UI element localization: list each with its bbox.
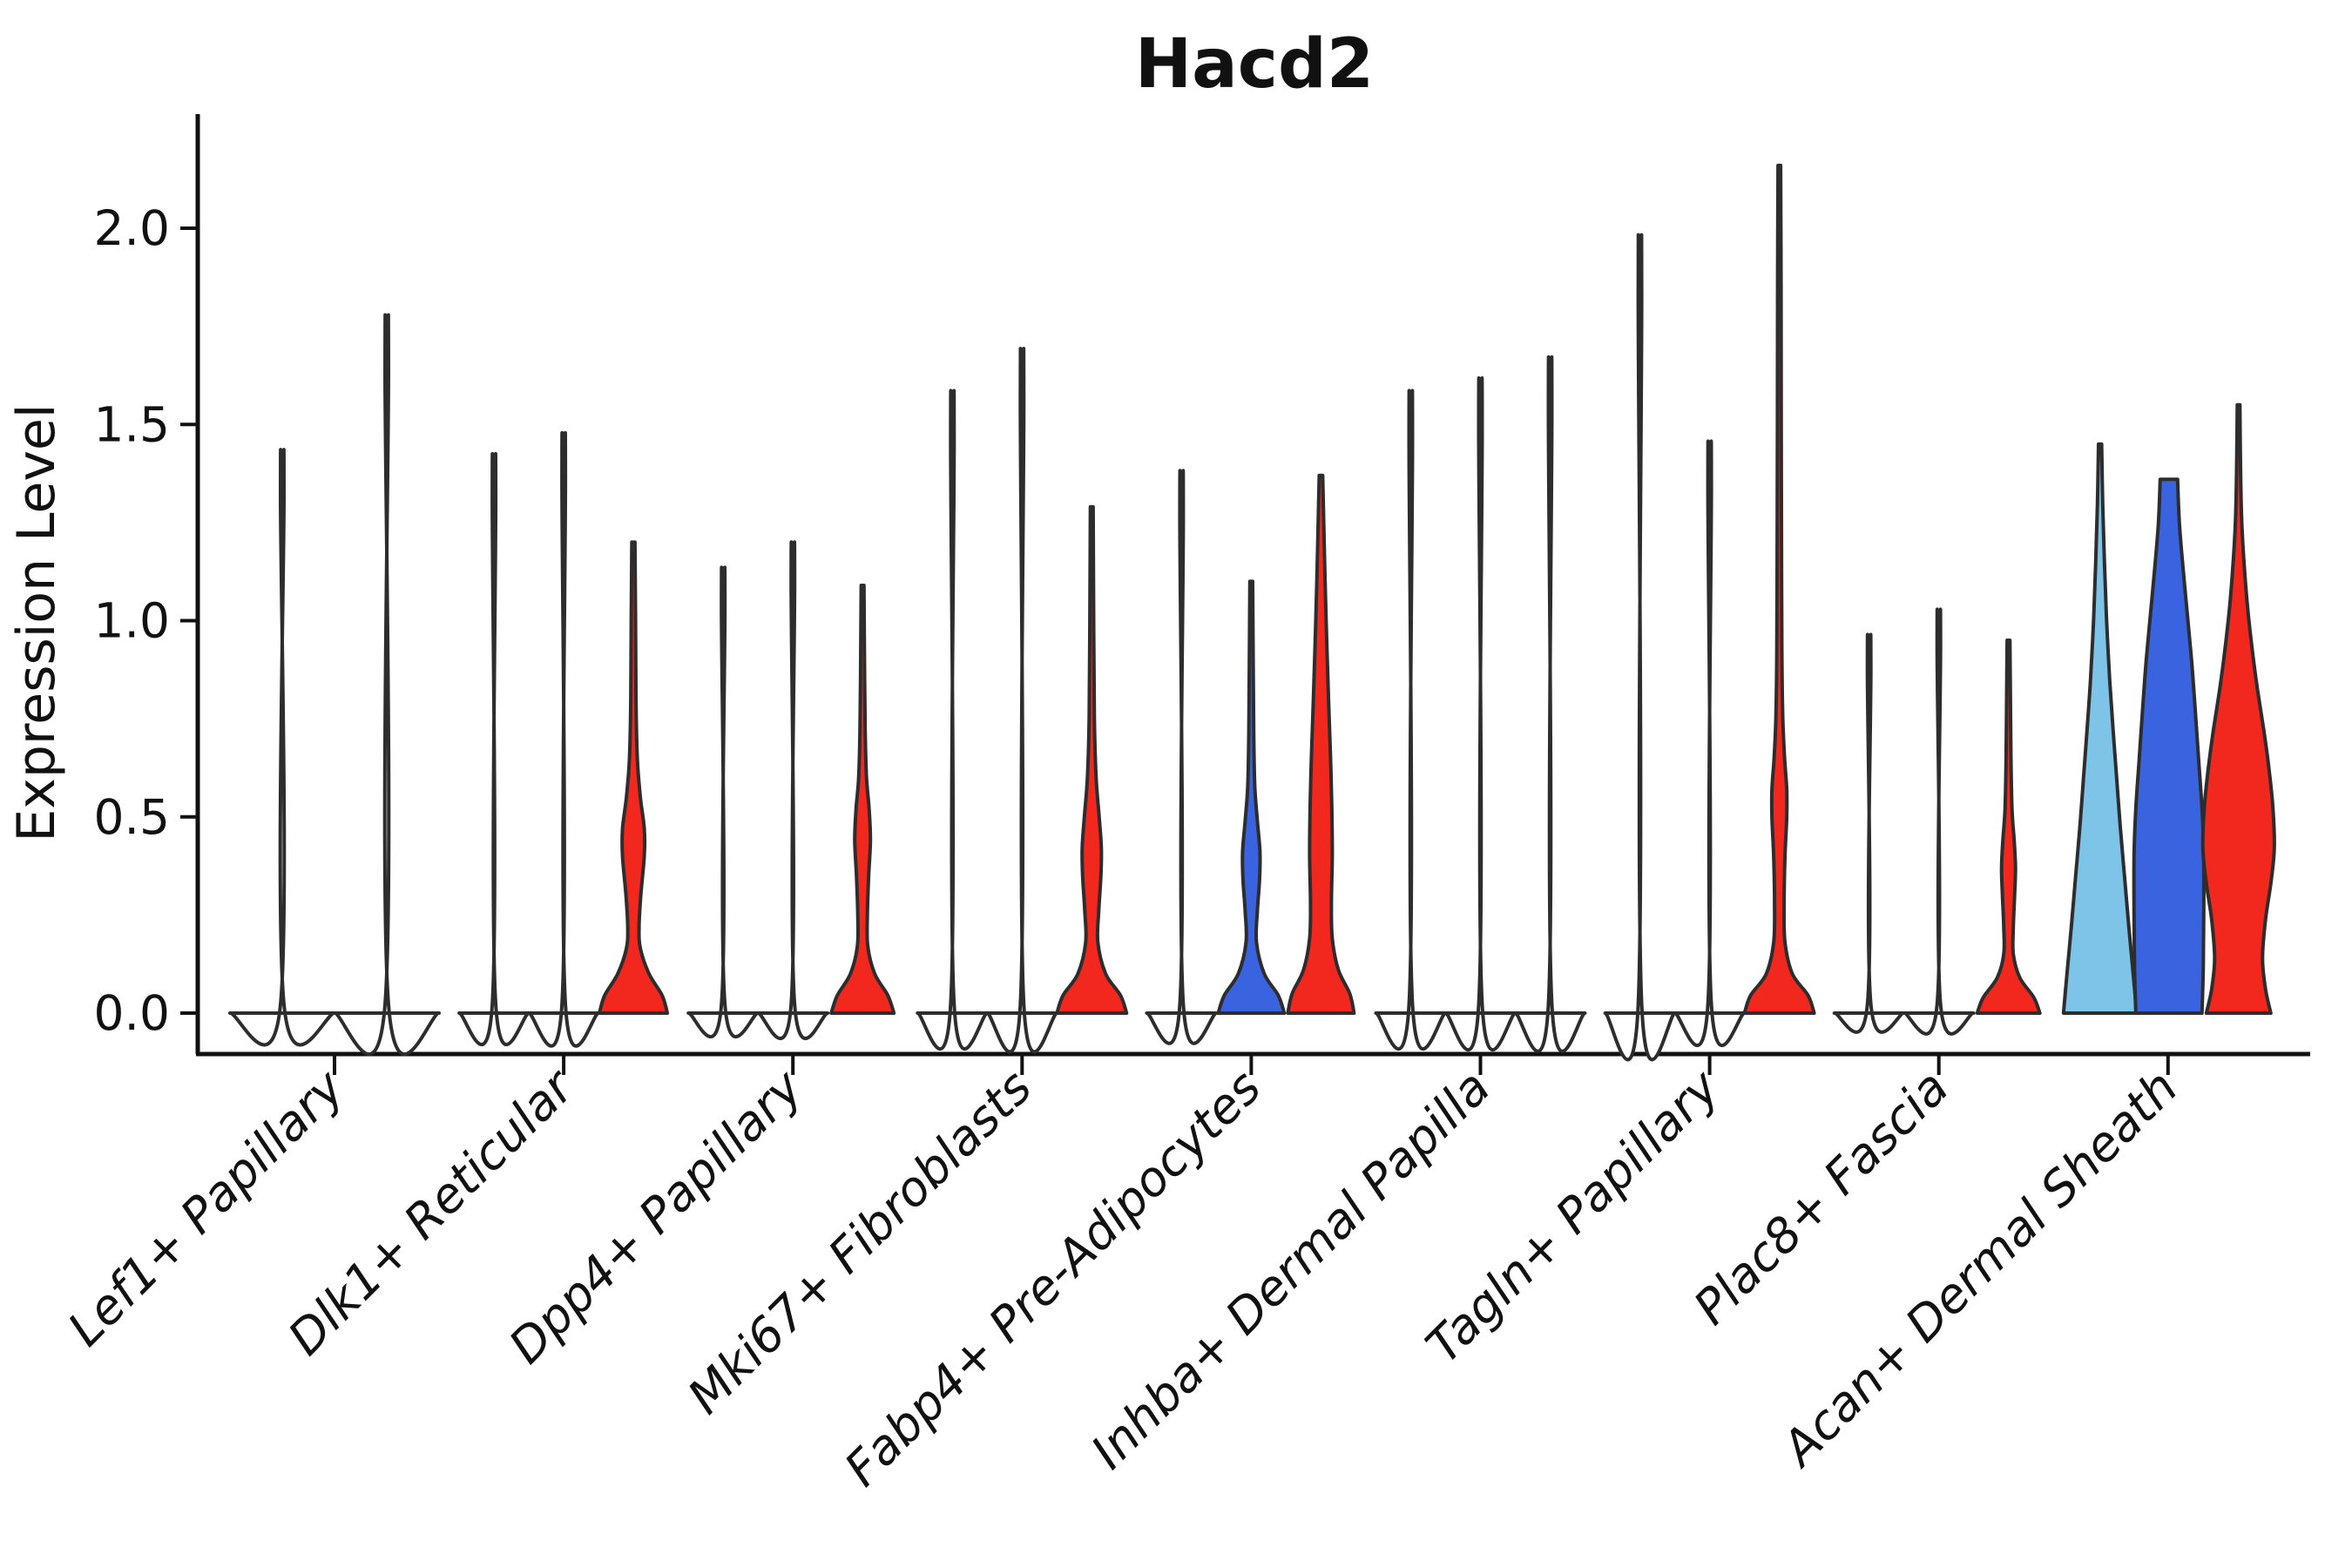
violin-collapsed <box>1673 439 1747 1048</box>
y-tick-label: 0.5 <box>94 789 170 845</box>
x-tick-label: Fabp4+ Pre-Adipocytes <box>834 1059 1271 1497</box>
violin-collapsed <box>527 431 601 1048</box>
y-tick-label: 2.0 <box>94 200 170 256</box>
y-tick-label: 1.5 <box>94 396 170 452</box>
y-tick-label: 1.0 <box>94 593 170 649</box>
violin-collapsed <box>333 313 441 1056</box>
x-tick-label: Inhba+ Dermal Papilla <box>1080 1059 1500 1479</box>
violin-red <box>1975 639 2042 1015</box>
violin-blue <box>2132 477 2206 1015</box>
violin-collapsed <box>756 540 830 1040</box>
violin-red <box>1286 473 1356 1015</box>
y-axis-label: Expression Level <box>6 403 67 841</box>
violin-red <box>598 540 670 1015</box>
violin-collapsed <box>1443 375 1517 1051</box>
violin-collapsed <box>985 347 1059 1054</box>
chart-title: Hacd2 <box>1135 25 1374 104</box>
violin-collapsed <box>916 389 990 1051</box>
violin-collapsed <box>1603 233 1677 1062</box>
violin-red <box>2200 402 2276 1015</box>
violin-collapsed <box>1832 632 1906 1034</box>
violin-red <box>1055 504 1129 1015</box>
violin-collapsed <box>228 448 336 1047</box>
violin-collapsed <box>457 452 531 1046</box>
violin-collapsed <box>686 565 760 1039</box>
violin-red <box>1742 163 1816 1015</box>
y-tick-label: 0.0 <box>94 985 170 1041</box>
violin-collapsed <box>1145 469 1219 1045</box>
violin-collapsed <box>1374 389 1448 1051</box>
x-tick-label: Acan+ Dermal Sheath <box>1769 1059 2188 1478</box>
violin-red <box>829 584 896 1015</box>
violin-blue <box>1216 579 1287 1015</box>
violin-collapsed <box>1513 355 1587 1053</box>
violin-collapsed <box>1902 607 1976 1036</box>
violin-lightblue <box>2061 442 2139 1015</box>
